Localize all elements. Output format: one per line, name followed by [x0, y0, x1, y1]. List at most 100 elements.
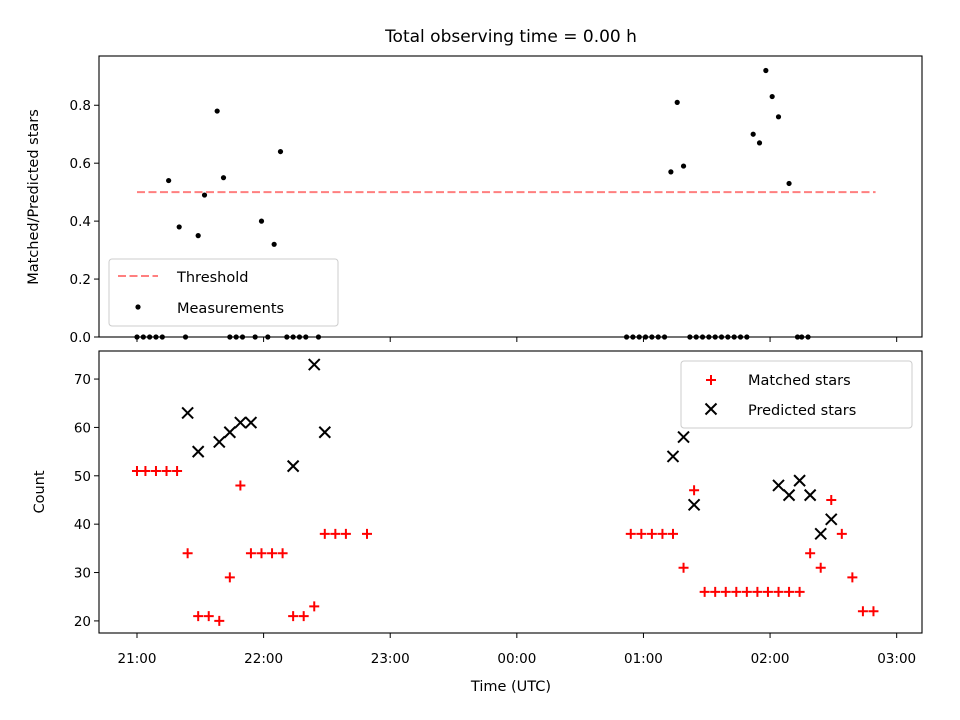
- measurement-point: [271, 241, 277, 247]
- matched-star-point: [214, 615, 225, 626]
- matched-star-point: [741, 586, 752, 597]
- predicted-star-point: [677, 430, 690, 444]
- measurement-point: [706, 334, 712, 340]
- measurement-point: [239, 334, 246, 340]
- measurement-point: [712, 334, 718, 340]
- matched-star-point: [288, 611, 299, 622]
- measurement-point: [699, 334, 706, 340]
- matched-star-point: [298, 611, 309, 622]
- predicted-star-point: [244, 416, 258, 429]
- legend-measurements-label: Measurements: [177, 301, 284, 317]
- matched-star-point: [245, 548, 256, 559]
- legend-threshold-label: Threshold: [176, 270, 248, 286]
- measurement-point: [201, 192, 208, 198]
- measurement-point: [220, 175, 227, 181]
- matched-star-point: [847, 572, 858, 583]
- matched-star-point: [319, 528, 330, 539]
- matched-star-point: [731, 586, 742, 597]
- measurement-point: [718, 334, 725, 340]
- measurement-point: [649, 334, 655, 340]
- matched-star-point: [689, 485, 700, 496]
- measurement-point: [227, 334, 233, 340]
- matched-star-point: [667, 528, 678, 539]
- bottom-axes-frame: [98, 350, 923, 634]
- predicted-star-point: [181, 406, 194, 420]
- measurement-point: [668, 169, 674, 175]
- bottom-xtick-label: 01:00: [624, 651, 663, 667]
- legend-predicted-swatch: [704, 402, 718, 416]
- predicted-star-point: [782, 488, 796, 502]
- chart-title: Total observing time = 0.00 h: [384, 27, 637, 47]
- top-ytick-label: 0.2: [70, 272, 91, 288]
- matched-star-point: [826, 494, 837, 505]
- bottom-xtick-label: 03:00: [877, 651, 916, 667]
- bottom-ytick-label: 60: [74, 420, 91, 436]
- matched-star-point: [256, 548, 267, 559]
- measurement-point: [315, 334, 322, 340]
- predicted-star-point: [772, 479, 785, 492]
- measurement-point: [147, 334, 153, 340]
- top-ytick-label: 0.6: [70, 156, 91, 172]
- predicted-star-point: [825, 513, 838, 526]
- bottom-xtick-label: 21:00: [118, 651, 157, 667]
- matched-star-point: [720, 586, 731, 597]
- top-ytick-label: 0.4: [70, 214, 91, 230]
- top-ytick-label: 0.0: [70, 330, 91, 346]
- measurement-point: [195, 233, 201, 239]
- measurement-point: [731, 334, 737, 340]
- measurement-point: [775, 114, 782, 120]
- legend-predicted-label: Predicted stars: [748, 403, 856, 419]
- measurement-point: [794, 334, 801, 340]
- bottom-xtick-label: 22:00: [244, 651, 283, 667]
- measurement-point: [140, 334, 146, 340]
- predicted-star-point: [814, 527, 827, 541]
- matched-star-point: [636, 528, 647, 539]
- predicted-star-point: [223, 426, 237, 439]
- predicted-star-point: [191, 445, 205, 458]
- bottom-legend-box: [680, 360, 913, 429]
- measurement-point: [303, 334, 309, 340]
- bottom-legend: Matched stars Predicted stars: [680, 360, 913, 429]
- measurement-point: [786, 180, 792, 187]
- bottom-y-axis-label: Count: [32, 470, 48, 513]
- measurement-point: [799, 334, 805, 340]
- predicted-star-point: [234, 416, 247, 429]
- measurement-point: [290, 334, 296, 340]
- bottom-xtick-label: 23:00: [371, 651, 410, 667]
- matched-star-point: [267, 548, 278, 559]
- matched-star-point: [836, 528, 847, 539]
- measurement-point: [252, 334, 258, 340]
- matched-star-point: [161, 465, 172, 476]
- predicted-star-point: [803, 488, 817, 502]
- top-y-axis-label: Matched/Predicted stars: [26, 109, 42, 285]
- measurement-point: [277, 148, 284, 155]
- measurement-point: [233, 334, 239, 340]
- measurement-point: [284, 334, 290, 340]
- legend-matched-label: Matched stars: [748, 373, 851, 389]
- bottom-ytick-label: 50: [74, 469, 91, 485]
- bottom-x-axis-label: Time (UTC): [470, 679, 551, 695]
- matched-star-point: [762, 586, 773, 597]
- measurement-point: [674, 99, 680, 105]
- measurement-point: [153, 334, 159, 340]
- legend-measurements-swatch: [135, 304, 141, 310]
- measurement-point: [296, 334, 303, 340]
- predicted-star-point: [213, 435, 226, 449]
- matched-star-point: [773, 586, 784, 597]
- bottom-ytick-label: 30: [74, 566, 91, 582]
- matched-star-point: [784, 586, 795, 597]
- matched-star-point: [657, 528, 668, 539]
- bottom-ytick-label: 40: [74, 517, 91, 533]
- matched-star-point: [868, 606, 879, 617]
- matched-star-point: [277, 548, 288, 559]
- top-legend-box: [108, 258, 339, 327]
- measurement-point: [623, 334, 630, 340]
- top-panel-measurements: 0.0 0.2 0.4 0.6 0.8 Threshold Measurements: [70, 55, 923, 346]
- bottom-xtick-label: 00:00: [497, 651, 536, 667]
- measurement-point: [655, 334, 661, 340]
- matched-star-point: [794, 586, 805, 597]
- bottom-panel-counts: 20 30 40 50 60 70 21:00 22:00 23:00 00:00 01:00 02:…: [74, 350, 923, 667]
- predicted-star-point: [666, 450, 680, 463]
- top-ytick-label: 0.8: [70, 98, 91, 114]
